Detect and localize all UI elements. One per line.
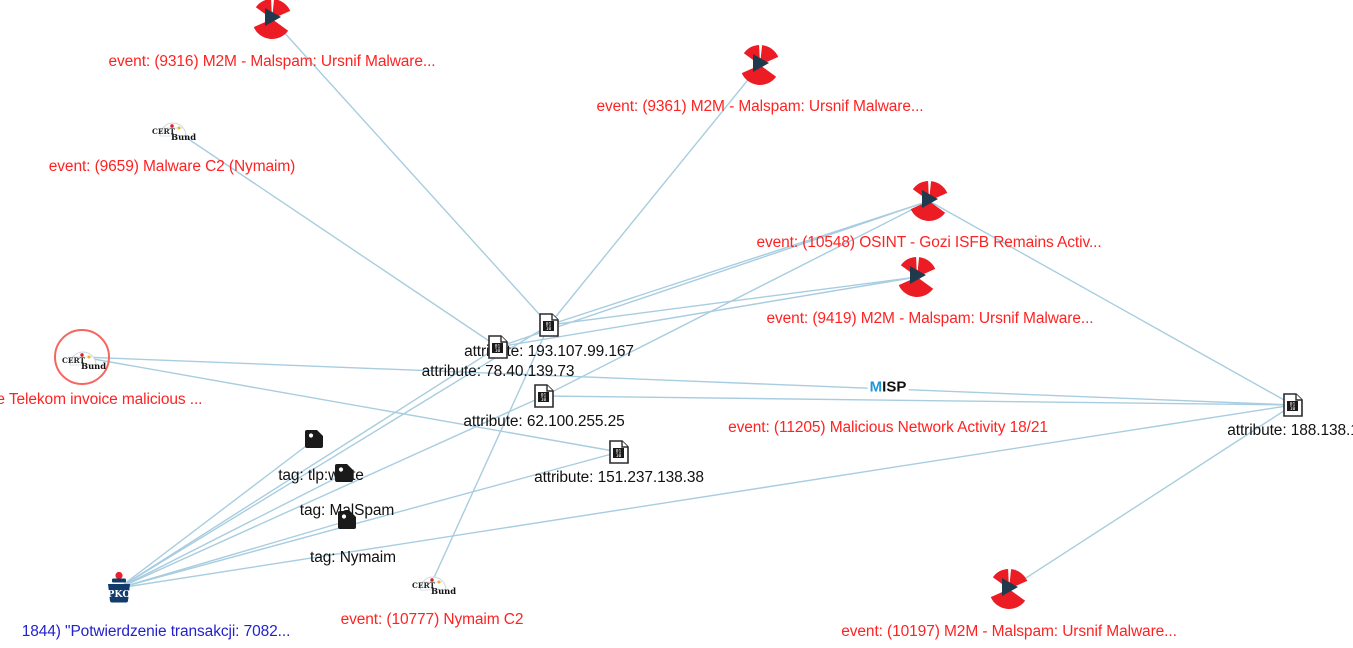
node-selection-ring [54,329,110,385]
svg-text:01: 01 [546,322,552,328]
tag-icon [335,464,353,482]
graph-edge [928,200,1294,406]
graph-node-org-cert[interactable]: CERT Bund [409,559,456,605]
node-label-attribute: attribute: 62.100.255.25 [463,413,625,430]
svg-text:01: 01 [541,393,547,399]
node-label-tag: tag: Nymaim [310,549,396,566]
graph-edge [118,439,315,589]
misp-event-icon [741,44,779,85]
svg-text:10: 10 [1290,406,1296,412]
misp-brand-label: MISP [867,378,909,396]
misp-brand-m: M [869,378,883,396]
graph-node-attribute[interactable]: 01 10 [521,373,567,419]
svg-text:CERT: CERT [412,581,436,590]
svg-text:Bund: Bund [171,132,196,142]
node-label-tag: tag: MalSpam [299,502,395,519]
graph-node-org-cert[interactable]: CERT Bund [59,334,106,380]
graph-edge [118,473,345,589]
svg-text:PKO: PKO [107,589,130,600]
node-label-org-cert: event: (10777) Nymaim C2 [340,611,524,628]
graph-node-attribute[interactable]: 01 10 [475,324,521,370]
svg-text:Bund: Bund [81,361,106,371]
node-label-org-cert: ) Fake Telekom invoice malicious ... [0,391,203,408]
svg-text:10: 10 [616,453,622,459]
graph-edge [543,395,1294,406]
svg-text:01: 01 [1290,402,1296,408]
graph-node-tag[interactable] [291,417,337,463]
node-label-attribute: attribute: 151.237.138.38 [534,469,704,486]
svg-text:Bund: Bund [431,586,456,596]
misp-event-icon [910,180,948,221]
graph-edge [543,200,930,397]
graph-node-event[interactable] [894,254,940,300]
graph-node-attribute[interactable]: 01 10 [526,302,572,348]
graph-node-org-bank[interactable]: PKO [96,565,142,611]
graph-node-tag[interactable] [324,498,370,544]
graph-node-event[interactable] [249,0,295,42]
svg-text:CERT: CERT [62,356,86,365]
graph-node-tag[interactable] [321,451,367,497]
misp-brand-isp: ISP [882,378,907,396]
node-label-event: event: (9419) M2M - Malspam: Ursnif Malw… [766,310,1094,327]
node-label-event: event: (9361) M2M - Malspam: Ursnif Malw… [596,98,924,115]
svg-text:CERT: CERT [152,127,176,136]
graph-edge [548,200,930,326]
graph-node-org-cert[interactable]: CERT Bund [149,105,196,151]
misp-event-icon [253,0,291,39]
node-label-event: event: (10548) OSINT - Gozi ISFB Remains… [756,234,1102,251]
node-label-event: event: (9316) M2M - Malspam: Ursnif Malw… [108,53,436,70]
pko-bank-icon: PKO [107,571,131,603]
graph-node-attribute[interactable]: 01 10 [596,429,642,475]
graph-node-attribute[interactable]: 01 10 [1270,382,1316,428]
svg-text:10: 10 [541,397,547,403]
tag-icon [338,511,356,529]
node-label-event-text: event: (11205) Malicious Network Activit… [728,419,1048,436]
node-label-org-cert: event: (9659) Malware C2 (Nymaim) [48,158,296,175]
node-label-attribute: attribute: 188.138.1 [1227,422,1353,439]
tag-icon [305,430,323,448]
svg-text:10: 10 [546,326,552,332]
graph-edge [81,356,1294,406]
graph-node-event[interactable] [986,566,1032,612]
node-label-event: event: (10197) M2M - Malspam: Ursnif Mal… [841,623,1177,640]
misp-event-icon [990,568,1028,609]
graph-node-event[interactable] [906,178,952,224]
graph-node-event[interactable] [737,42,783,88]
node-label-attribute: attribute: 78.40.139.73 [421,363,575,380]
svg-text:01: 01 [495,344,501,350]
node-label-org-bank: 1844) "Potwierdzenie transakcji: 7082... [21,623,291,640]
svg-text:10: 10 [495,348,501,354]
svg-text:01: 01 [616,449,622,455]
misp-event-icon [898,256,936,297]
